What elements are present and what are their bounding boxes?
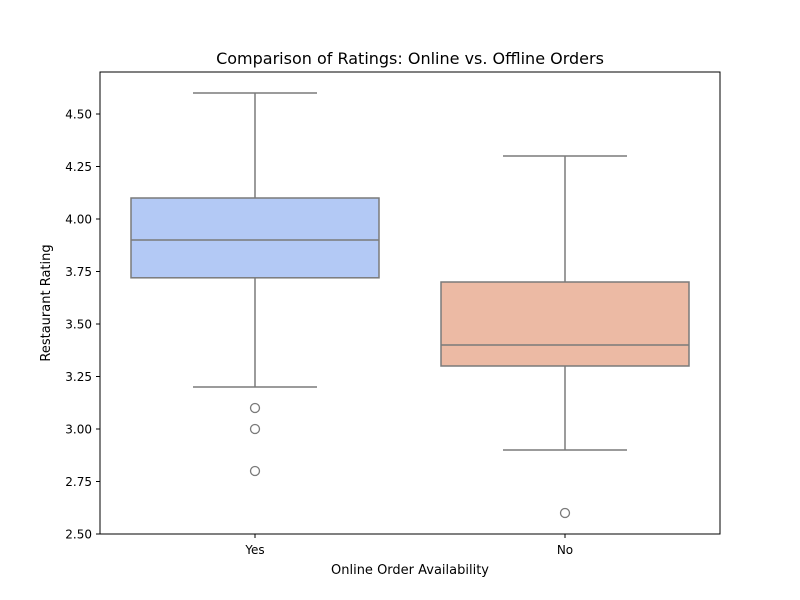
x-axis-label: Online Order Availability [331, 563, 489, 578]
outlier-point [249, 465, 261, 477]
y-tick-label: 2.75 [65, 475, 92, 489]
iqr-box [130, 197, 380, 279]
x-tick-label: No [557, 543, 573, 557]
chart-title: Comparison of Ratings: Online vs. Offlin… [216, 49, 604, 68]
y-tick-label: 3.75 [65, 265, 92, 279]
y-tick-label: 4.25 [65, 160, 92, 174]
outlier-point [249, 402, 261, 414]
y-tick-label: 3.00 [65, 423, 92, 437]
y-tick-label: 4.50 [65, 108, 92, 122]
y-tick-label: 3.25 [65, 370, 92, 384]
outlier-point [559, 507, 571, 519]
plot-frame [99, 71, 721, 535]
x-tick-label: Yes [244, 543, 264, 557]
plot-area [130, 92, 690, 519]
y-axis-label: Restaurant Rating [39, 244, 54, 361]
box-group-no [440, 155, 690, 519]
x-axis: Yes No [244, 534, 573, 557]
iqr-box [440, 281, 690, 367]
outlier-point [249, 423, 261, 435]
y-axis: 2.50 2.75 3.00 3.25 3.50 3.75 4.00 4.25 4.50 [65, 108, 100, 542]
box-group-yes [130, 92, 380, 477]
y-tick-label: 3.50 [65, 318, 92, 332]
y-tick-label: 2.50 [65, 528, 92, 542]
y-tick-label: 4.00 [65, 213, 92, 227]
